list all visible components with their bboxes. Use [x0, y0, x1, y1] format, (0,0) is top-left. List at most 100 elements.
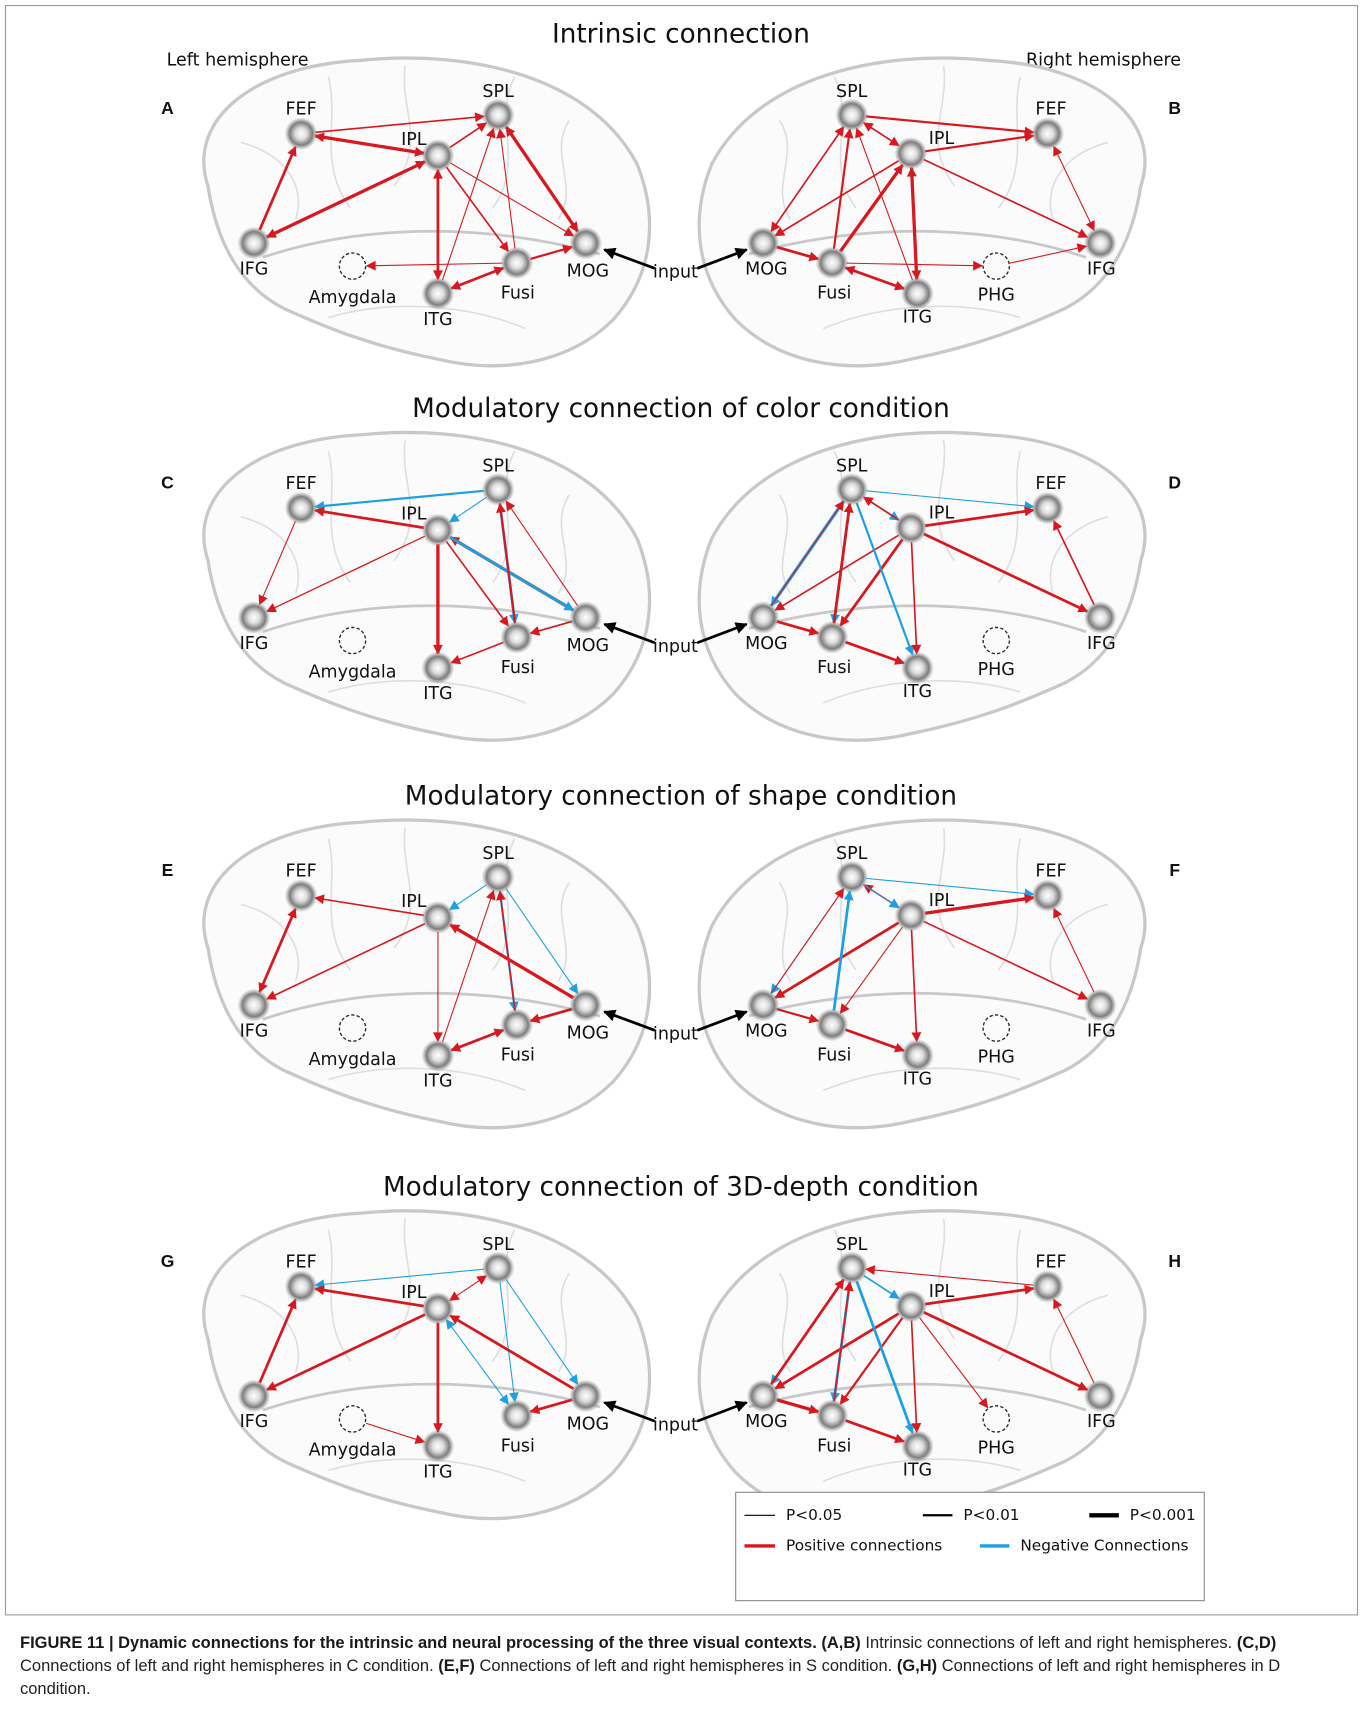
node-label: ITG — [903, 1460, 932, 1480]
node — [285, 117, 318, 150]
node-label: Fusi — [501, 658, 535, 678]
node-label: Fusi — [817, 283, 851, 303]
node-label: IFG — [1087, 259, 1116, 279]
node-label: IPL — [929, 891, 955, 911]
node — [238, 1380, 271, 1413]
node — [500, 1008, 533, 1041]
node-label: FEF — [285, 1252, 316, 1272]
node-label: PHG — [978, 660, 1015, 680]
node-label: FEF — [285, 474, 316, 494]
node-label: Amygdala — [309, 1050, 397, 1070]
node-label: Amygdala — [309, 288, 397, 308]
node — [901, 1039, 934, 1072]
node — [1084, 989, 1117, 1022]
node — [482, 1251, 515, 1284]
caption: FIGURE 11 | Dynamic connections for the … — [20, 1632, 1342, 1701]
node-label: IPL — [401, 505, 427, 525]
node — [901, 651, 934, 684]
panel-letter: C — [161, 473, 174, 493]
node — [421, 1430, 454, 1463]
node-label: IFG — [1087, 1412, 1116, 1432]
node-label: ITG — [423, 1463, 452, 1483]
right-hemisphere-label: Right hemisphere — [1026, 50, 1181, 70]
node — [816, 246, 849, 279]
node — [894, 899, 927, 932]
node — [569, 1380, 602, 1413]
node — [894, 511, 927, 544]
node — [238, 989, 271, 1022]
node — [835, 99, 868, 132]
panel-letter: A — [161, 98, 174, 118]
input-label: input — [653, 1416, 698, 1436]
node — [894, 137, 927, 170]
node-label: PHG — [978, 1048, 1015, 1068]
node — [747, 1380, 780, 1413]
input-label: input — [653, 1025, 698, 1045]
node-label: MOG — [745, 259, 787, 279]
node — [1031, 1270, 1064, 1303]
node-label: IPL — [929, 504, 955, 524]
node — [1031, 492, 1064, 525]
node-label: ITG — [903, 308, 932, 328]
node-label: IFG — [240, 1412, 269, 1432]
legend-label: P<0.05 — [786, 1506, 842, 1524]
node — [500, 246, 533, 279]
node — [747, 601, 780, 634]
node-label: PHG — [978, 1438, 1015, 1458]
node-label: IPL — [929, 129, 955, 149]
node-label: Amygdala — [309, 662, 397, 682]
node-label: ITG — [423, 310, 452, 330]
node-label: Fusi — [501, 283, 535, 303]
node-label: IPL — [401, 892, 427, 912]
node-label: FEF — [285, 100, 316, 120]
node — [569, 227, 602, 260]
node-label: Fusi — [817, 1045, 851, 1065]
node-label: IPL — [929, 1282, 955, 1302]
section: Modulatory connection of 3D-depth condit… — [161, 1172, 1181, 1518]
node-label: FEF — [1035, 100, 1066, 120]
node-label: IPL — [401, 1283, 427, 1303]
node — [482, 861, 515, 894]
node — [816, 1008, 849, 1041]
legend-label: P<0.001 — [1130, 1506, 1196, 1524]
node — [285, 1270, 318, 1303]
caption-part: (E,F) — [438, 1657, 475, 1675]
node — [901, 277, 934, 310]
node-label: FEF — [1035, 1252, 1066, 1272]
caption-part: (C,D) — [1237, 1634, 1276, 1652]
panel-letter: E — [162, 860, 174, 880]
legend: P<0.05 P<0.01 P<0.001 Positive connectio… — [736, 1492, 1205, 1600]
node — [569, 601, 602, 634]
node-label: MOG — [745, 1412, 787, 1432]
input-label: input — [653, 263, 698, 283]
panel-letter: B — [1168, 98, 1181, 118]
caption-part: (G,H) — [897, 1657, 937, 1675]
node-label: MOG — [567, 1414, 609, 1434]
node-label: MOG — [567, 636, 609, 656]
node — [901, 1430, 934, 1463]
node-label: MOG — [567, 262, 609, 282]
node — [894, 1290, 927, 1323]
node-label: SPL — [482, 82, 514, 102]
node — [569, 989, 602, 1022]
node-label: IFG — [240, 634, 269, 654]
node-label: IPL — [401, 130, 427, 150]
node-label: IFG — [1087, 1021, 1116, 1041]
legend-label: Negative Connections — [1020, 1536, 1188, 1554]
node — [285, 879, 318, 912]
node — [835, 473, 868, 506]
node — [816, 621, 849, 654]
panel-letter: H — [1168, 1251, 1181, 1271]
node-label: Fusi — [501, 1045, 535, 1065]
node — [482, 473, 515, 506]
node-label: SPL — [482, 456, 514, 476]
node — [421, 277, 454, 310]
node — [816, 1399, 849, 1432]
node-label: Amygdala — [309, 1441, 397, 1461]
node-label: SPL — [482, 844, 514, 864]
node-label: FEF — [1035, 474, 1066, 494]
section: Modulatory connection of color condition… — [161, 394, 1181, 740]
node — [285, 492, 318, 525]
node-label: ITG — [903, 1070, 932, 1090]
section-title: Modulatory connection of 3D-depth condit… — [383, 1172, 979, 1202]
